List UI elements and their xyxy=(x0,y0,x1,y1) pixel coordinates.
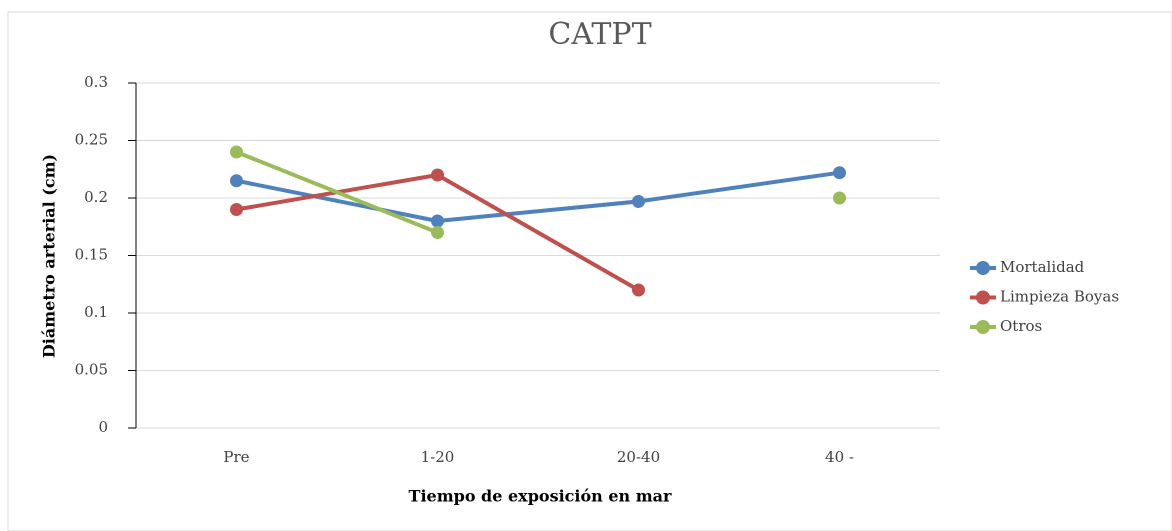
x-axis-title: Tiempo de exposición en mar xyxy=(409,487,673,506)
legend-marker xyxy=(976,290,990,305)
y-tick-label: 0.2 xyxy=(84,188,108,206)
data-point xyxy=(230,203,243,216)
y-axis-title: Diámetro arterial (cm) xyxy=(40,154,59,358)
legend-marker xyxy=(976,261,990,275)
chart-frame xyxy=(7,11,1172,531)
legend-label: Mortalidad xyxy=(1000,258,1085,276)
chart-title: CATPT xyxy=(548,17,651,52)
data-point xyxy=(833,191,846,205)
data-point xyxy=(431,168,444,182)
y-tick-label: 0.3 xyxy=(84,73,108,91)
legend-label: Otros xyxy=(1000,317,1042,335)
data-point xyxy=(632,194,645,208)
data-point xyxy=(431,226,444,239)
y-tick-label: 0 xyxy=(98,418,108,436)
series-line xyxy=(236,170,840,223)
data-point xyxy=(230,174,243,188)
y-tick-label: 0.05 xyxy=(75,361,108,379)
data-point xyxy=(833,166,846,180)
x-tick-label: Pre xyxy=(223,448,249,466)
x-tick-label: 40 - xyxy=(825,448,854,466)
data-point xyxy=(230,145,243,159)
x-tick-label: 1-20 xyxy=(421,448,455,466)
x-tick-label: 20-40 xyxy=(617,448,660,466)
legend-label: Limpieza Boyas xyxy=(1000,288,1119,306)
y-tick-label: 0.1 xyxy=(84,303,108,321)
data-point xyxy=(632,283,645,297)
legend-marker xyxy=(976,320,990,334)
data-point xyxy=(431,214,444,228)
y-tick-label: 0.15 xyxy=(75,246,108,264)
y-tick-label: 0.25 xyxy=(75,131,108,149)
